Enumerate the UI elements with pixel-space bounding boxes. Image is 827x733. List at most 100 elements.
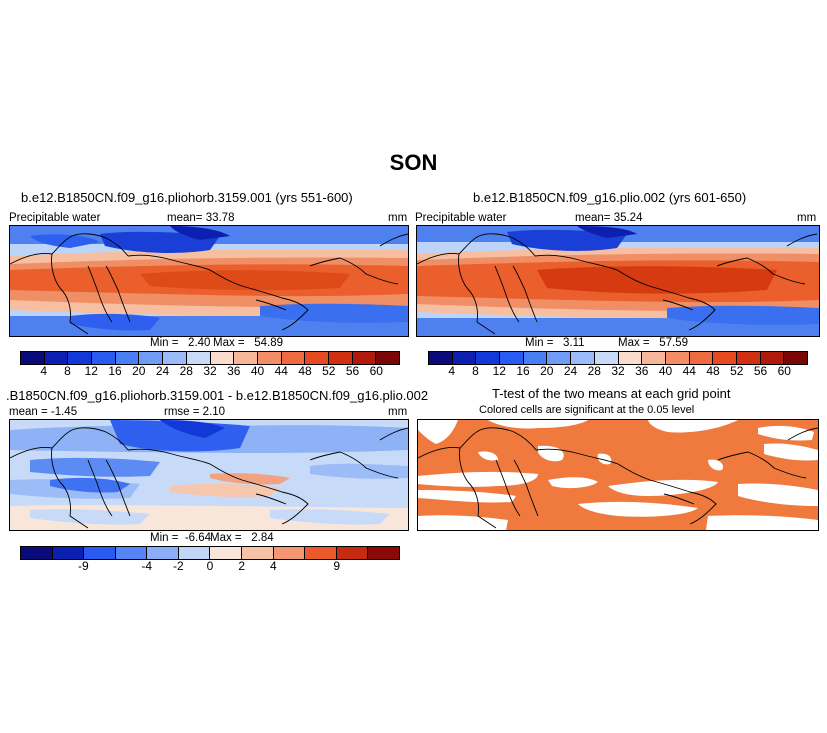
colorbar-tick-label: 32 <box>203 364 217 378</box>
colorbar-tick-label: 40 <box>250 364 265 378</box>
colorbar-tick-label: 8 <box>64 364 71 378</box>
colorbar-tick-label: 4 <box>269 559 277 573</box>
colorbar-swatch <box>68 352 93 364</box>
panel3-colorbar <box>20 546 400 560</box>
panel1-colorbar-ticks: 4 8 12 16 20 24 28 32 36 40 44 48 52 56 60 <box>20 364 398 378</box>
colorbar-swatch <box>178 547 211 559</box>
panel3-max: Max = 2.84 <box>210 532 274 544</box>
panel1-mean: mean= 33.78 <box>167 212 235 224</box>
panel2-max: Max = 57.59 <box>618 337 689 349</box>
colorbar-swatch <box>500 352 524 364</box>
colorbar-tick-label: 20 <box>540 364 554 378</box>
colorbar-tick-label: 20 <box>132 364 146 378</box>
panel2-title: b.e12.B1850CN.f09_g16.plio.002 (yrs 601-… <box>473 190 747 205</box>
panel2-map <box>416 225 820 337</box>
colorbar-tick-label: 28 <box>179 364 193 378</box>
panel3-map <box>9 419 409 531</box>
colorbar-tick-label: 40 <box>658 364 673 378</box>
colorbar-swatch <box>760 352 785 364</box>
colorbar-swatch <box>115 352 140 364</box>
colorbar-swatch <box>257 352 282 364</box>
panel3-colorbar-ticks: -9 -4 -2 0 2 4 9 <box>20 559 398 573</box>
colorbar-swatch <box>92 352 116 364</box>
colorbar-swatch <box>21 547 53 559</box>
colorbar-swatch <box>594 352 619 364</box>
colorbar-tick-label: 52 <box>322 364 336 378</box>
colorbar-tick-label: 8 <box>472 364 479 378</box>
colorbar-tick-label: 12 <box>84 364 98 378</box>
panel3-min: Min = -6.64 <box>150 532 212 544</box>
colorbar-tick-label: 36 <box>227 364 241 378</box>
colorbar-tick-label: 28 <box>587 364 601 378</box>
panel2-colorbar-ticks: 4 8 12 16 20 24 28 32 36 40 44 48 52 56 60 <box>428 364 806 378</box>
colorbar-tick-label: 4 <box>40 364 48 378</box>
colorbar-swatch <box>452 352 477 364</box>
panel4-title: T-test of the two means at each grid poi… <box>492 386 731 401</box>
panel2-units: mm <box>797 212 817 224</box>
panel3-rmse: rmse = 2.10 <box>164 406 226 418</box>
colorbar-tick-label: 44 <box>682 364 696 378</box>
panel2-variable: Precipitable water <box>415 212 507 224</box>
panel3-units: mm <box>388 406 408 418</box>
figure-title: SON <box>389 150 438 175</box>
colorbar-tick-label: 60 <box>369 364 383 378</box>
colorbar-swatch <box>352 352 377 364</box>
panel1-max: Max = 54.89 <box>213 337 284 349</box>
colorbar-swatch <box>713 352 737 364</box>
panel1-min: Min = 2.40 <box>150 337 211 349</box>
colorbar-tick-label: -9 <box>77 559 89 573</box>
colorbar-swatch <box>642 352 666 364</box>
colorbar-swatch <box>163 352 187 364</box>
colorbar-swatch <box>242 547 274 559</box>
panel3-title: .B1850CN.f09_g16.pliohorb.3159.001 - b.e… <box>6 388 429 403</box>
colorbar-swatch <box>44 352 69 364</box>
colorbar-tick-label: 0 <box>206 559 214 573</box>
panel2-colorbar <box>428 351 808 365</box>
colorbar-swatch <box>139 352 164 364</box>
panel1-colorbar <box>20 351 400 365</box>
colorbar-tick-label: 24 <box>155 364 170 378</box>
colorbar-tick-label: 36 <box>635 364 649 378</box>
colorbar-swatch <box>665 352 690 364</box>
colorbar-tick-label: 56 <box>753 364 768 378</box>
colorbar-swatch <box>147 547 179 559</box>
colorbar-tick-label: 2 <box>238 559 245 573</box>
colorbar-swatch <box>52 547 85 559</box>
colorbar-swatch <box>784 352 807 364</box>
colorbar-tick-label: 44 <box>274 364 288 378</box>
panel1-map <box>9 225 409 337</box>
colorbar-swatch <box>376 352 399 364</box>
colorbar-tick-label: 12 <box>492 364 506 378</box>
colorbar-swatch <box>115 547 148 559</box>
colorbar-swatch <box>305 547 337 559</box>
colorbar-tick-label: 9 <box>333 559 340 573</box>
colorbar-tick-label: 60 <box>777 364 791 378</box>
colorbar-swatch <box>336 547 369 559</box>
panel1-units: mm <box>388 212 408 224</box>
colorbar-tick-label: -2 <box>172 559 184 573</box>
colorbar-tick-label: 48 <box>298 364 312 378</box>
panel4-map <box>417 419 819 531</box>
panel2-min: Min = 3.11 <box>525 337 585 349</box>
panel3-mean: mean = -1.45 <box>9 406 78 418</box>
panel1-variable: Precipitable water <box>9 212 101 224</box>
colorbar-swatch <box>273 547 306 559</box>
colorbar-swatch <box>368 547 399 559</box>
panel1-title: b.e12.B1850CN.f09_g16.pliohorb.3159.001 … <box>21 190 353 205</box>
colorbar-tick-label: 48 <box>706 364 720 378</box>
colorbar-swatch <box>21 352 45 364</box>
colorbar-swatch <box>210 352 235 364</box>
colorbar-swatch <box>328 352 353 364</box>
colorbar-tick-label: -4 <box>141 559 152 573</box>
colorbar-swatch <box>210 547 243 559</box>
colorbar-tick-label: 56 <box>345 364 360 378</box>
colorbar-swatch <box>571 352 595 364</box>
colorbar-swatch <box>523 352 548 364</box>
colorbar-swatch <box>689 352 714 364</box>
colorbar-tick-label: 52 <box>730 364 744 378</box>
colorbar-swatch <box>234 352 258 364</box>
colorbar-tick-label: 24 <box>563 364 578 378</box>
colorbar-swatch <box>476 352 501 364</box>
colorbar-tick-label: 16 <box>516 364 530 378</box>
colorbar-swatch <box>618 352 643 364</box>
